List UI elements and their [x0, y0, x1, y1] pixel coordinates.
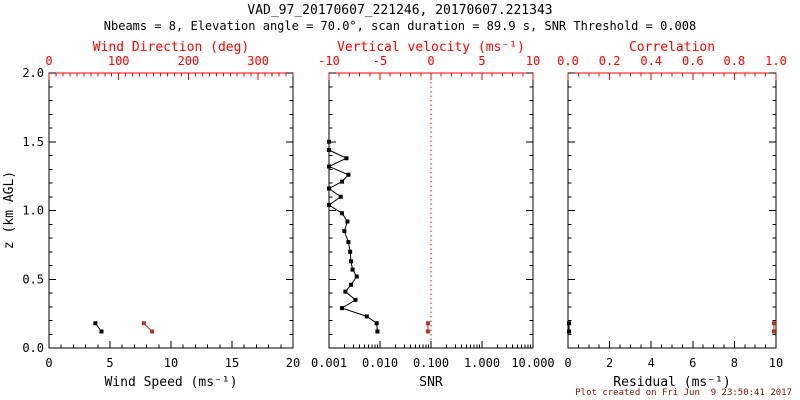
top-tick-label: 0.4	[640, 54, 662, 68]
top-tick-label: 0.2	[599, 54, 621, 68]
top-tick-label: -5	[373, 54, 387, 68]
bottom-tick-label: 0.100	[413, 356, 449, 370]
top-tick-label: 200	[178, 54, 200, 68]
top-tick-label: 0	[427, 54, 434, 68]
bottom-tick-label: 20	[286, 356, 300, 370]
snr-profile-marker	[342, 229, 347, 234]
snr-profile-marker	[346, 172, 351, 177]
y-tick-label: 1.0	[22, 204, 44, 218]
bottom-tick-label: 1.000	[464, 356, 500, 370]
snr-profile-marker	[340, 306, 345, 311]
top-tick-label: 1.0	[765, 54, 787, 68]
top-tick-label: -10	[318, 54, 340, 68]
snr-profile-marker	[348, 249, 353, 254]
bottom-tick-label: 2	[606, 356, 613, 370]
snr-profile-marker	[327, 139, 331, 144]
bottom-tick-label: 5	[106, 356, 113, 370]
snr-profile-marker	[327, 203, 331, 207]
vertical-velocity-marker	[425, 329, 430, 334]
correlation-marker	[771, 329, 776, 334]
vertical-velocity-marker	[425, 321, 430, 326]
top-axis-title: Correlation	[629, 40, 715, 55]
snr-profile-marker	[350, 267, 355, 272]
snr-profile-marker	[348, 259, 353, 264]
plot-created-timestamp: Plot created on Fri Jun 9 23:50:41 2017	[575, 388, 792, 398]
bottom-tick-label: 4	[648, 356, 655, 370]
snr-profile-marker	[375, 329, 380, 334]
plot-subtitle: Nbeams = 8, Elevation angle = 70.0°, sca…	[103, 19, 697, 33]
snr-profile-marker	[327, 186, 331, 191]
y-tick-label: 2.0	[22, 66, 44, 80]
plot-title: VAD_97_20170607_221246, 20170607.221343	[247, 3, 553, 18]
correlation-marker	[771, 321, 776, 326]
bottom-axis-title: Wind Speed (ms⁻¹)	[104, 375, 237, 390]
bottom-tick-label: 0.001	[311, 356, 347, 370]
top-tick-label: 100	[108, 54, 130, 68]
top-tick-label: 0.6	[682, 54, 704, 68]
snr-profile-marker	[374, 321, 379, 326]
snr-profile-line	[327, 141, 378, 332]
bottom-tick-label: 8	[731, 356, 738, 370]
top-tick-label: 0.8	[724, 54, 746, 68]
top-axis-title: Wind Direction (deg)	[93, 40, 250, 55]
bottom-axis-title: Residual (ms⁻¹)	[613, 375, 730, 390]
snr-profile-marker	[353, 297, 358, 302]
y-axis-title: z (km AGL)	[2, 171, 17, 249]
y-tick-label: 0.0	[22, 341, 44, 355]
snr-profile-marker	[338, 194, 343, 199]
y-tick-label: 0.5	[22, 272, 44, 286]
bottom-tick-label: 0.010	[362, 356, 398, 370]
snr-profile-marker	[340, 211, 345, 216]
panel-residual: 0 2 4 6 8 10 Residual (ms⁻¹) 0.0 0.2 0.4 0.6 0.8 1.0…	[557, 40, 787, 390]
bottom-tick-label: 0	[45, 356, 52, 370]
bottom-tick-label: 0	[564, 356, 571, 370]
wind-speed-marker	[93, 321, 98, 326]
bottom-tick-label: 6	[689, 356, 696, 370]
wind-direction-marker	[150, 329, 155, 334]
top-tick-label: 0.0	[557, 54, 579, 68]
snr-profile-marker	[327, 164, 331, 169]
y-tick-label: 1.5	[22, 135, 44, 149]
top-tick-label: 0	[45, 54, 52, 68]
top-tick-label: 10	[526, 54, 540, 68]
bottom-tick-label: 15	[225, 356, 239, 370]
snr-profile-marker	[340, 179, 345, 184]
panel-wind: 0 5 10 15 20 Wind Speed (ms⁻¹) 0 100 200 300Wind …	[22, 40, 300, 390]
snr-profile-marker	[346, 240, 351, 245]
snr-profile-marker	[354, 274, 359, 279]
top-tick-label: 5	[478, 54, 485, 68]
wind-direction-marker	[141, 321, 146, 326]
snr-profile-marker	[345, 219, 350, 224]
panel-snr: 0.001 0.010 0.100 1.000 10.000 SNR -10 -5 0 5 10Ve…	[311, 40, 555, 390]
residual-marker	[567, 329, 572, 334]
top-axis-title: Vertical velocity (ms⁻¹)	[337, 40, 525, 55]
snr-profile-marker	[327, 148, 331, 152]
panel-frame	[48, 72, 294, 349]
snr-profile-marker	[344, 156, 349, 161]
bottom-axis-title: SNR	[419, 375, 443, 390]
wind-speed-marker	[99, 329, 104, 334]
top-tick-label: 300	[247, 54, 269, 68]
snr-profile-marker	[343, 289, 348, 294]
bottom-tick-label: 10.000	[511, 356, 554, 370]
snr-profile-marker	[364, 314, 369, 319]
bottom-tick-label: 10	[769, 356, 783, 370]
panel-frame	[567, 72, 777, 349]
bottom-tick-label: 10	[164, 356, 178, 370]
residual-marker	[567, 321, 572, 326]
snr-profile-marker	[348, 282, 353, 287]
